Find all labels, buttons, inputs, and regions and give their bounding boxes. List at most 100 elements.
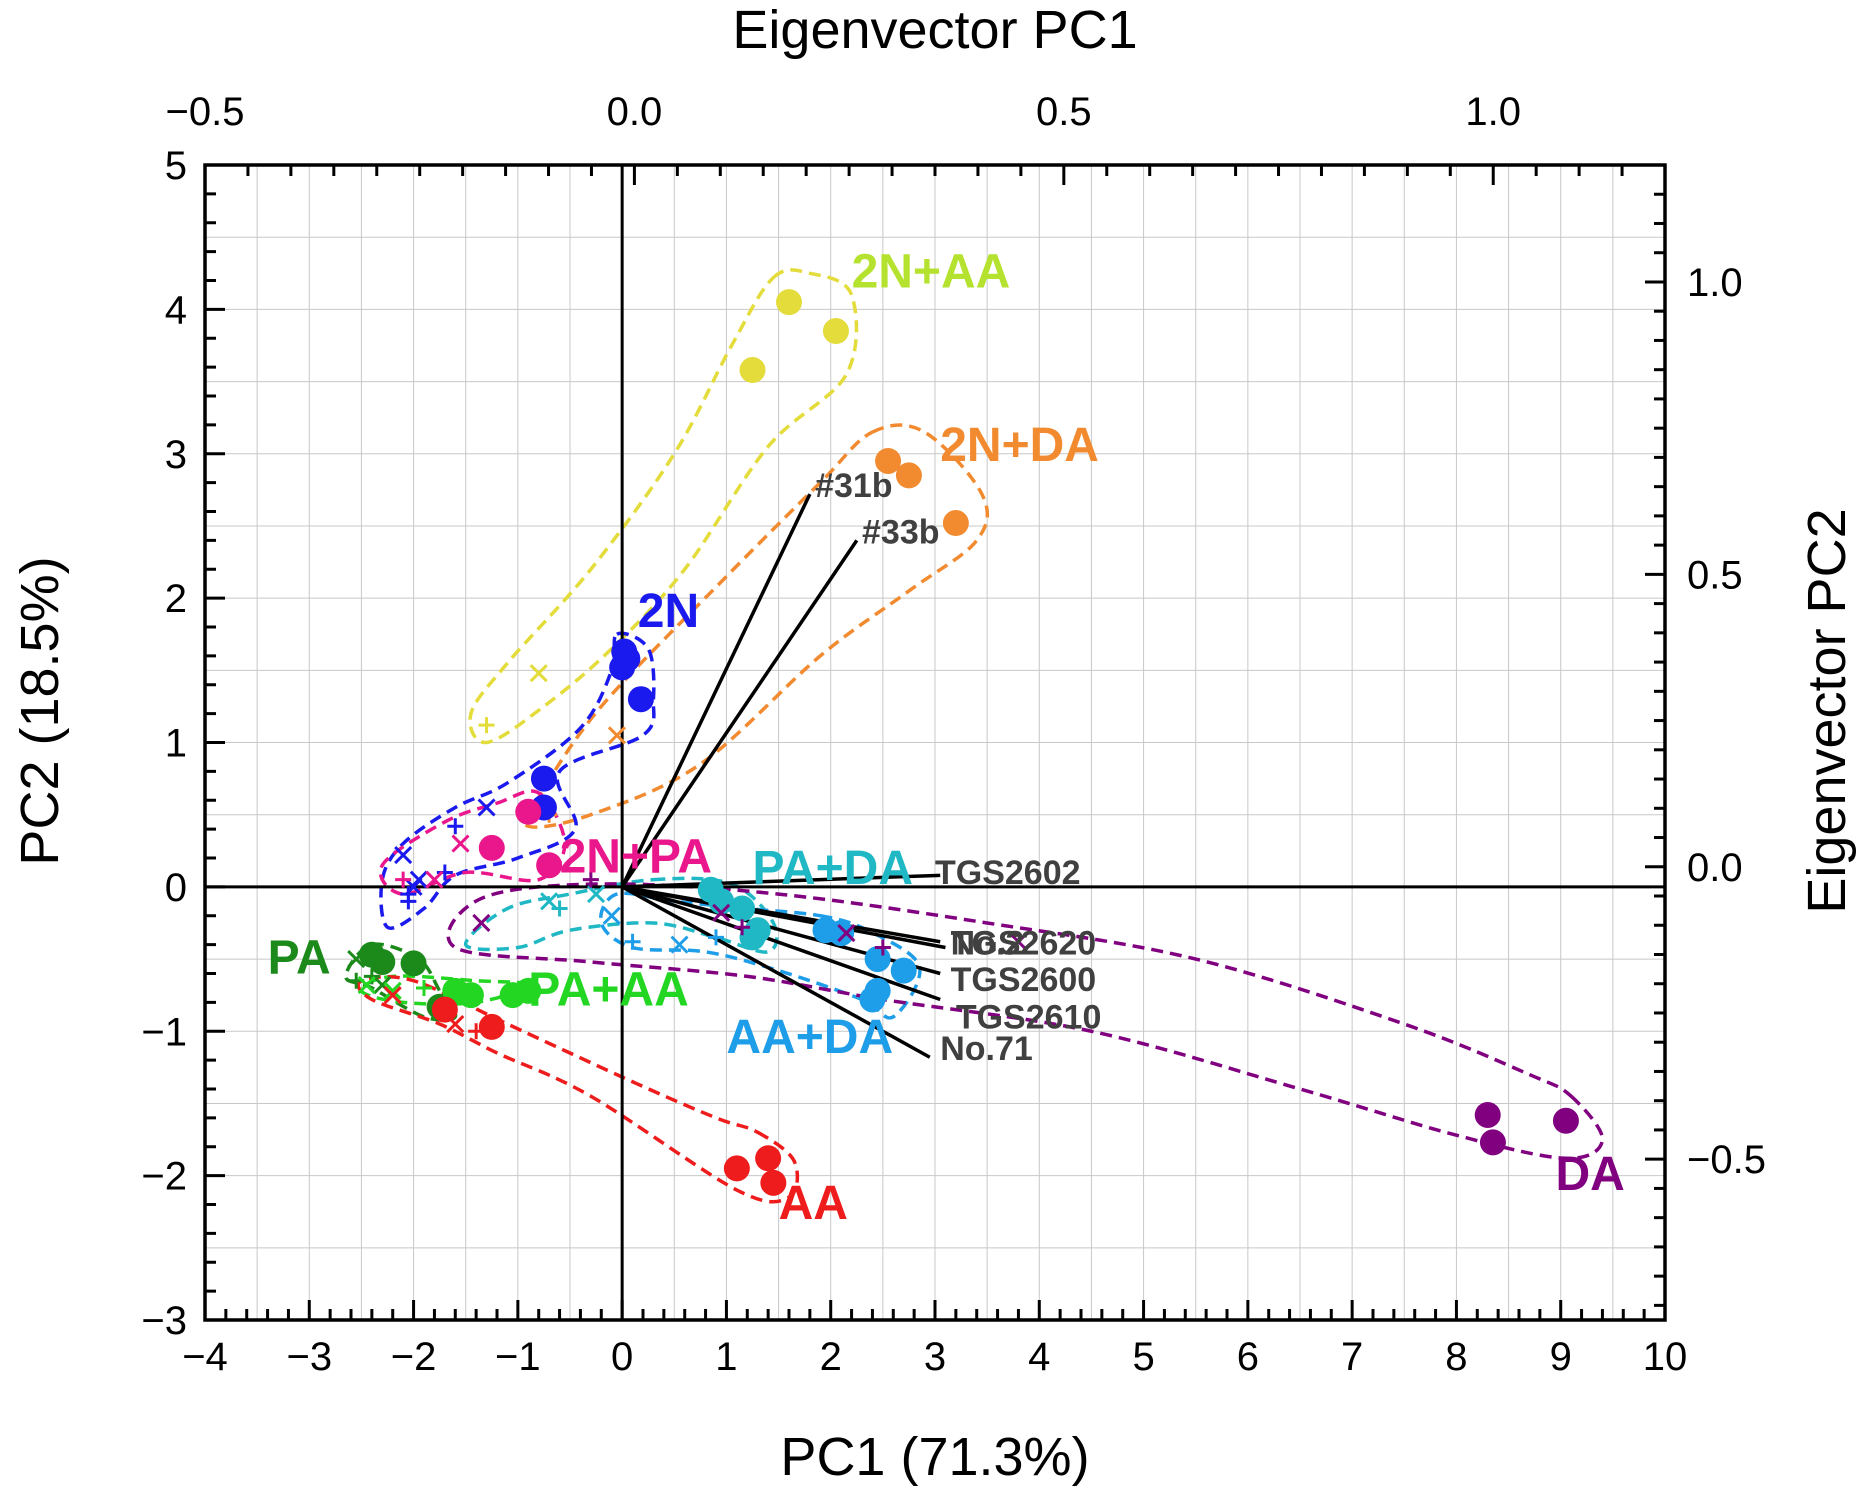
point-aa	[760, 1169, 787, 1196]
x-axis-title: PC1 (71.3%)	[780, 1427, 1089, 1487]
point-aa	[723, 1155, 750, 1182]
point-da	[1552, 1107, 1579, 1134]
point-2n	[627, 686, 654, 713]
sensor-label-tgs2602: TGS2602	[935, 854, 1081, 892]
hull-2n-aa	[468, 268, 859, 745]
point-da	[1479, 1129, 1506, 1156]
sensor-label-33b: #33b	[862, 513, 940, 551]
hull-pa	[344, 942, 458, 1022]
loading-vectors	[620, 493, 946, 1059]
y-tick-label: 2	[165, 577, 187, 621]
hull-pa-da	[463, 876, 779, 954]
sensor-label-31b: #31b	[815, 467, 893, 505]
plus-marker-2n	[436, 864, 453, 881]
loading-no-2	[621, 885, 946, 950]
y-axis-title: PC2 (18.5%)	[10, 556, 70, 865]
y-tick-label: 3	[165, 433, 187, 477]
plus-marker-pa-aa	[416, 979, 432, 996]
group-label-pa-da: PA+DA	[753, 842, 913, 895]
loading-tgs2610	[621, 885, 941, 1002]
hull-da	[446, 882, 1605, 1161]
point-2n-aa	[739, 357, 766, 384]
point-2n-da	[942, 510, 969, 537]
plus-marker-aa-da	[708, 929, 724, 946]
point-aa-da	[859, 986, 886, 1013]
y2-tick-label: 0.0	[1687, 846, 1743, 890]
cross-marker-2n	[394, 846, 413, 865]
x-tick-label: −2	[391, 1335, 437, 1379]
sensor-label-no-2: No.2	[951, 925, 1025, 963]
point-2n-pa	[478, 834, 505, 861]
point-aa-da	[890, 957, 917, 984]
group-label-2n-pa: 2N+PA	[560, 830, 713, 883]
cross-marker-2n-aa	[529, 664, 548, 683]
group-label-da: DA	[1556, 1148, 1625, 1201]
point-pa-da	[729, 895, 756, 922]
point-pa-da	[739, 924, 766, 951]
point-pa-da	[708, 888, 735, 915]
x-tick-label: −1	[495, 1335, 541, 1379]
y-tick-label: 4	[165, 288, 187, 332]
point-aa-da	[864, 946, 891, 973]
x2-tick-label: 1.0	[1465, 90, 1521, 134]
loading-tgs2602	[622, 873, 941, 889]
x-tick-label: 1	[715, 1335, 737, 1379]
cross-marker-aa	[383, 986, 402, 1005]
plus-marker-da	[874, 939, 891, 956]
y2-tick-label: −0.5	[1687, 1138, 1766, 1182]
cross-marker-pa-aa	[383, 981, 402, 1000]
cross-marker-2n-da	[607, 726, 626, 745]
cross-marker-da	[1009, 932, 1028, 951]
y2-axis-title: Eigenvector PC2	[1797, 508, 1857, 913]
sensor-label-tgs2600: TGS2600	[951, 961, 1097, 999]
x-tick-label: 5	[1132, 1335, 1154, 1379]
point-da	[1474, 1101, 1501, 1128]
cross-marker-da	[472, 913, 491, 933]
loading-tgs2600	[621, 885, 941, 976]
plus-marker-aa-da	[624, 933, 641, 950]
group-label-pa: PA	[268, 932, 331, 985]
hull-2n	[379, 631, 656, 930]
plus-marker-2n	[400, 893, 417, 910]
group-label-2n: 2N	[638, 585, 699, 638]
x-tick-label: 9	[1550, 1335, 1572, 1379]
x2-tick-label: 0.0	[607, 90, 663, 134]
x2-tick-label: 0.5	[1036, 90, 1092, 134]
hull-2n-da	[522, 423, 990, 829]
point-2n	[609, 654, 636, 681]
group-label-pa-aa: PA+AA	[528, 963, 688, 1016]
point-pa	[369, 948, 396, 975]
x-tick-label: 6	[1237, 1335, 1259, 1379]
plus-marker-2n-aa	[478, 717, 495, 734]
cross-marker-2n-pa	[451, 834, 470, 853]
x-tick-label: −4	[182, 1335, 228, 1379]
group-label-aa: AA	[779, 1177, 848, 1230]
point-2n-aa	[776, 289, 802, 316]
point-pa	[400, 950, 427, 977]
grid-lines	[204, 164, 1666, 1321]
x-tick-label: 0	[611, 1335, 633, 1379]
group-label-2n-da: 2N+DA	[940, 419, 1099, 472]
hull-2n-pa	[378, 789, 567, 896]
x-tick-label: 3	[924, 1335, 946, 1379]
loading-33b	[620, 539, 859, 888]
point-aa-da	[828, 920, 855, 947]
loading-31b	[620, 493, 812, 888]
x-tick-label: 2	[820, 1335, 842, 1379]
plus-marker-2n-pa	[395, 871, 412, 888]
plus-marker-2n	[447, 818, 464, 835]
group-label-2n-aa: 2N+AA	[852, 246, 1011, 299]
plus-marker-da	[582, 871, 599, 888]
y2-tick-label: 1.0	[1687, 261, 1743, 305]
x2-tick-label: −0.5	[166, 90, 245, 134]
point-aa	[431, 996, 458, 1023]
point-2n-pa	[536, 852, 563, 879]
x-tick-label: 10	[1643, 1335, 1688, 1379]
group-label-aa-da: AA+DA	[726, 1011, 893, 1064]
y-tick-label: 0	[165, 866, 187, 910]
sensor-label-tgs2610: TGS2610	[956, 998, 1102, 1036]
x-tick-label: 4	[1028, 1335, 1050, 1379]
cross-marker-2n	[404, 877, 423, 896]
